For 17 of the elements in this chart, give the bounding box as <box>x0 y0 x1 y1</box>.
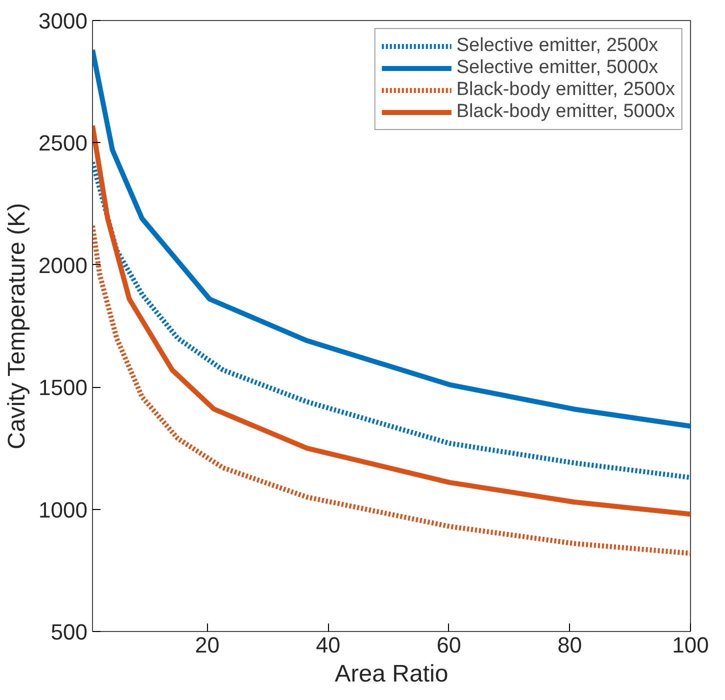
x-tick-label: 100 <box>672 632 709 658</box>
y-tick-label: 500 <box>50 620 88 644</box>
x-tick-label: 80 <box>557 632 582 658</box>
legend-label: Selective emitter, 5000x <box>456 57 658 79</box>
y-axis-title: Cavity Temperature (K) <box>4 203 31 450</box>
legend-label: Black-body emitter, 5000x <box>456 101 675 123</box>
y-tick-label: 2000 <box>38 252 88 278</box>
y-tick-label: 3000 <box>38 8 88 34</box>
x-tick-label: 60 <box>436 632 462 658</box>
x-axis-title: Area Ratio <box>334 660 448 688</box>
legend-label: Selective emitter, 2500x <box>456 35 658 57</box>
y-tick-label: 1500 <box>38 375 88 400</box>
x-tick-label: 40 <box>316 632 340 658</box>
y-tick-label: 2500 <box>38 130 88 156</box>
x-tick-label: 20 <box>195 632 220 658</box>
legend-label: Black-body emitter, 2500x <box>456 79 675 101</box>
y-tick-label: 1000 <box>38 497 88 522</box>
